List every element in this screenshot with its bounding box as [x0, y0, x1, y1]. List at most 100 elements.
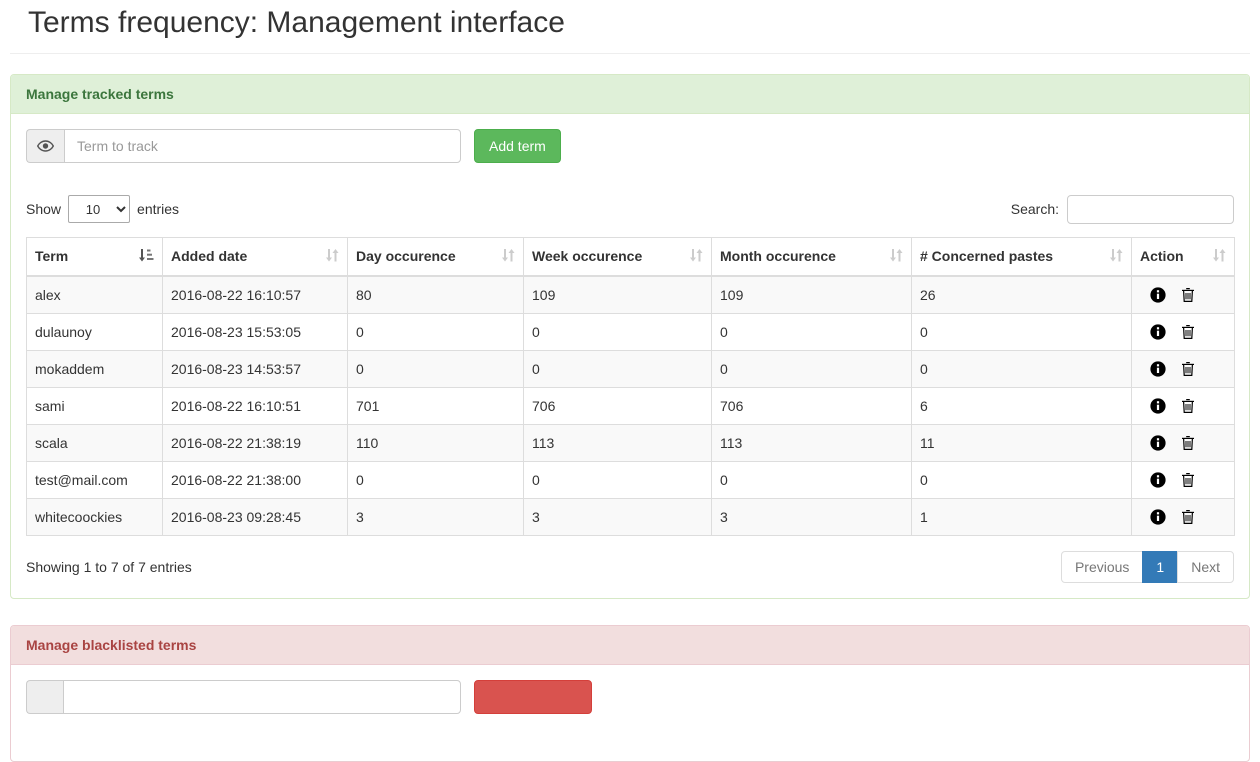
- action-cell: [1140, 286, 1226, 303]
- blacklist-term-input[interactable]: [63, 679, 461, 714]
- info-circle-icon[interactable]: [1150, 360, 1166, 377]
- action-cell: [1140, 434, 1226, 451]
- day-occurence-cell: 110: [347, 423, 524, 462]
- page-header: Terms frequency: Management interface: [10, 0, 1250, 54]
- table-info: Showing 1 to 7 of 7 entries: [26, 558, 192, 575]
- entries-select[interactable]: 10: [68, 195, 131, 223]
- week-occurence-cell: 706: [523, 386, 712, 425]
- pagination-next[interactable]: Next: [1177, 550, 1234, 583]
- pagination: Previous 1 Next: [1060, 550, 1234, 583]
- month-occurence-cell: 0: [711, 460, 912, 499]
- table-row: scala 2016-08-22 21:38:19 110 113 113 11: [26, 423, 1235, 462]
- added-date-cell: 2016-08-23 14:53:57: [162, 349, 348, 388]
- trash-icon[interactable]: [1181, 472, 1195, 488]
- month-occurence-cell: 113: [711, 423, 912, 462]
- add-blacklist-row: [26, 679, 1234, 714]
- concerned-pastes-cell: 0: [911, 349, 1132, 388]
- term-to-track-input[interactable]: [64, 128, 461, 163]
- column-header-week-occurence[interactable]: Week occurence: [523, 236, 712, 277]
- added-date-cell: 2016-08-22 21:38:00: [162, 460, 348, 499]
- trash-icon[interactable]: [1181, 509, 1195, 525]
- add-term-button[interactable]: Add term: [474, 128, 561, 163]
- info-circle-icon[interactable]: [1150, 434, 1166, 451]
- info-circle-icon[interactable]: [1150, 471, 1166, 488]
- sort-both-icon: [689, 248, 703, 265]
- column-header-month-occurence[interactable]: Month occurence: [711, 236, 912, 277]
- term-cell: test@mail.com: [26, 460, 163, 499]
- blacklisted-terms-panel-title: Manage blacklisted terms: [11, 625, 1249, 665]
- sort-both-icon: [325, 248, 339, 265]
- pagination-previous[interactable]: Previous: [1060, 550, 1144, 583]
- tracked-terms-panel-body: Add term Show 10 entries Search:: [11, 114, 1249, 598]
- column-header-day-occurence[interactable]: Day occurence: [347, 236, 524, 277]
- day-occurence-cell: 0: [347, 312, 524, 351]
- sort-both-icon: [501, 248, 515, 265]
- trash-icon[interactable]: [1181, 398, 1195, 414]
- month-occurence-cell: 109: [711, 275, 912, 314]
- trash-icon[interactable]: [1181, 324, 1195, 340]
- table-row: whitecoockies 2016-08-23 09:28:45 3 3 3 …: [26, 497, 1235, 536]
- week-occurence-cell: 0: [523, 312, 712, 351]
- day-occurence-cell: 3: [347, 497, 524, 536]
- day-occurence-cell: 0: [347, 349, 524, 388]
- action-cell: [1140, 471, 1226, 488]
- pagination-page-1[interactable]: 1: [1142, 550, 1179, 583]
- datatable-footer: Showing 1 to 7 of 7 entries Previous 1 N…: [26, 550, 1234, 583]
- action-cell: [1140, 323, 1226, 340]
- add-term-row: Add term: [26, 128, 1234, 163]
- action-cell: [1140, 397, 1226, 414]
- concerned-pastes-cell: 1: [911, 497, 1132, 536]
- info-circle-icon[interactable]: [1150, 323, 1166, 340]
- term-cell: alex: [26, 275, 163, 314]
- day-occurence-cell: 80: [347, 275, 524, 314]
- month-occurence-cell: 0: [711, 312, 912, 351]
- week-occurence-cell: 3: [523, 497, 712, 536]
- sort-both-icon: [889, 248, 903, 265]
- trash-icon[interactable]: [1181, 435, 1195, 451]
- page-title: Terms frequency: Management interface: [28, 6, 565, 39]
- week-occurence-cell: 0: [523, 460, 712, 499]
- search-input[interactable]: [1067, 194, 1234, 224]
- show-label: Show: [26, 201, 62, 217]
- info-circle-icon[interactable]: [1150, 397, 1166, 414]
- blacklist-input-group: [26, 679, 461, 714]
- column-header-added-date[interactable]: Added date: [162, 236, 348, 277]
- entries-label: entries: [137, 201, 180, 217]
- sort-both-icon: [1212, 248, 1226, 265]
- eye-icon-addon: [26, 128, 64, 163]
- page-length-control: Show 10 entries: [26, 195, 179, 223]
- table-row: sami 2016-08-22 16:10:51 701 706 706 6: [26, 386, 1235, 425]
- month-occurence-cell: 0: [711, 349, 912, 388]
- info-circle-icon[interactable]: [1150, 286, 1166, 303]
- trash-icon[interactable]: [1181, 361, 1195, 377]
- term-cell: mokaddem: [26, 349, 163, 388]
- blacklist-input-addon: [26, 679, 63, 714]
- blacklisted-terms-panel-body: [11, 665, 1249, 761]
- tracked-terms-table: Term Added date Day occurence Week occur…: [26, 236, 1235, 536]
- concerned-pastes-cell: 26: [911, 275, 1132, 314]
- search-control: Search:: [1010, 194, 1234, 224]
- concerned-pastes-cell: 0: [911, 460, 1132, 499]
- blacklisted-terms-panel: Manage blacklisted terms: [10, 624, 1250, 762]
- column-header-concerned-pastes[interactable]: # Concerned pastes: [911, 236, 1132, 277]
- concerned-pastes-cell: 11: [911, 423, 1132, 462]
- info-circle-icon[interactable]: [1150, 508, 1166, 525]
- table-row: alex 2016-08-22 16:10:57 80 109 109 26: [26, 275, 1235, 314]
- eye-icon: [37, 139, 54, 152]
- concerned-pastes-cell: 6: [911, 386, 1132, 425]
- trash-icon[interactable]: [1181, 287, 1195, 303]
- term-cell: sami: [26, 386, 163, 425]
- term-cell: scala: [26, 423, 163, 462]
- week-occurence-cell: 0: [523, 349, 712, 388]
- search-label: Search:: [1010, 201, 1059, 217]
- datatable-controls: Show 10 entries Search:: [26, 194, 1234, 224]
- concerned-pastes-cell: 0: [911, 312, 1132, 351]
- month-occurence-cell: 706: [711, 386, 912, 425]
- blacklist-add-button[interactable]: [474, 679, 592, 714]
- column-header-action[interactable]: Action: [1131, 236, 1235, 277]
- sort-asc-icon: [139, 248, 154, 265]
- added-date-cell: 2016-08-22 16:10:57: [162, 275, 348, 314]
- table-row: test@mail.com 2016-08-22 21:38:00 0 0 0 …: [26, 460, 1235, 499]
- added-date-cell: 2016-08-23 09:28:45: [162, 497, 348, 536]
- column-header-term[interactable]: Term: [26, 236, 163, 277]
